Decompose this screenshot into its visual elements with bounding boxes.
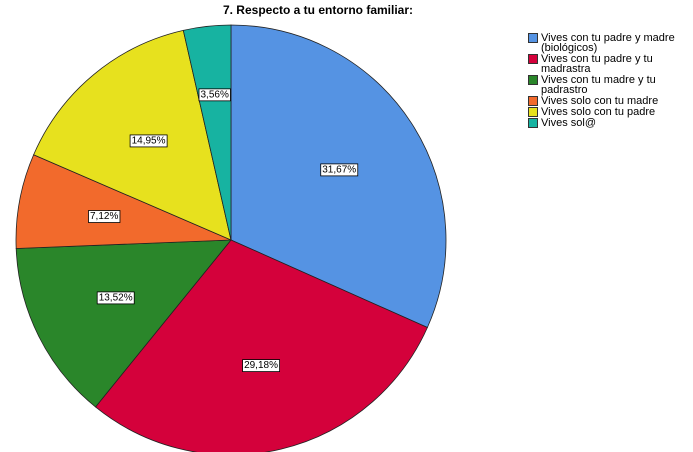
legend-item: Vives con tu madre y tu padrastro (528, 74, 693, 96)
legend-label: Vives con tu padre y madre (biológicos) (541, 32, 675, 54)
legend: Vives con tu padre y madre (biológicos) V… (528, 33, 693, 129)
legend-swatch (528, 75, 538, 85)
legend-item: Vives sol@ (528, 117, 693, 129)
legend-label: Vives con tu padre y tu madrastra (541, 53, 653, 75)
value-label: 14,95% (132, 135, 166, 146)
value-label-box (88, 210, 121, 223)
value-label: 13,52% (99, 292, 133, 303)
value-label-box (320, 163, 359, 177)
value-label-box (242, 359, 280, 372)
legend-label: Vives solo con tu padre (541, 106, 656, 118)
legend-label: Vives solo con tu madre (541, 95, 659, 107)
legend-swatch (528, 54, 538, 64)
legend-item: Vives solo con tu madre (528, 95, 693, 107)
chart-title: 7. Respecto a tu entorno familiar: (223, 3, 413, 17)
value-label: 29,18% (244, 360, 278, 371)
legend-swatch (528, 33, 538, 43)
legend-swatch (528, 118, 538, 128)
pie-slice (182, 24, 232, 241)
value-label-box (198, 88, 231, 102)
legend-swatch (528, 107, 538, 117)
value-label: 3,56% (201, 89, 229, 100)
legend-label: Vives sol@ (541, 117, 596, 129)
legend-label: Vives con tu madre y tu padrastro (541, 74, 656, 96)
legend-item: Vives con tu padre y madre (biológicos) (528, 32, 693, 54)
legend-item: Vives solo con tu padre (528, 106, 693, 118)
legend-swatch (528, 96, 538, 106)
legend-item: Vives con tu padre y tu madrastra (528, 53, 693, 75)
pie-slice (94, 239, 428, 452)
pie-slice (15, 239, 232, 408)
value-label-box (96, 291, 135, 305)
value-label: 31,67% (322, 164, 356, 175)
value-label: 7,12% (90, 211, 118, 222)
value-label-box (129, 134, 168, 148)
